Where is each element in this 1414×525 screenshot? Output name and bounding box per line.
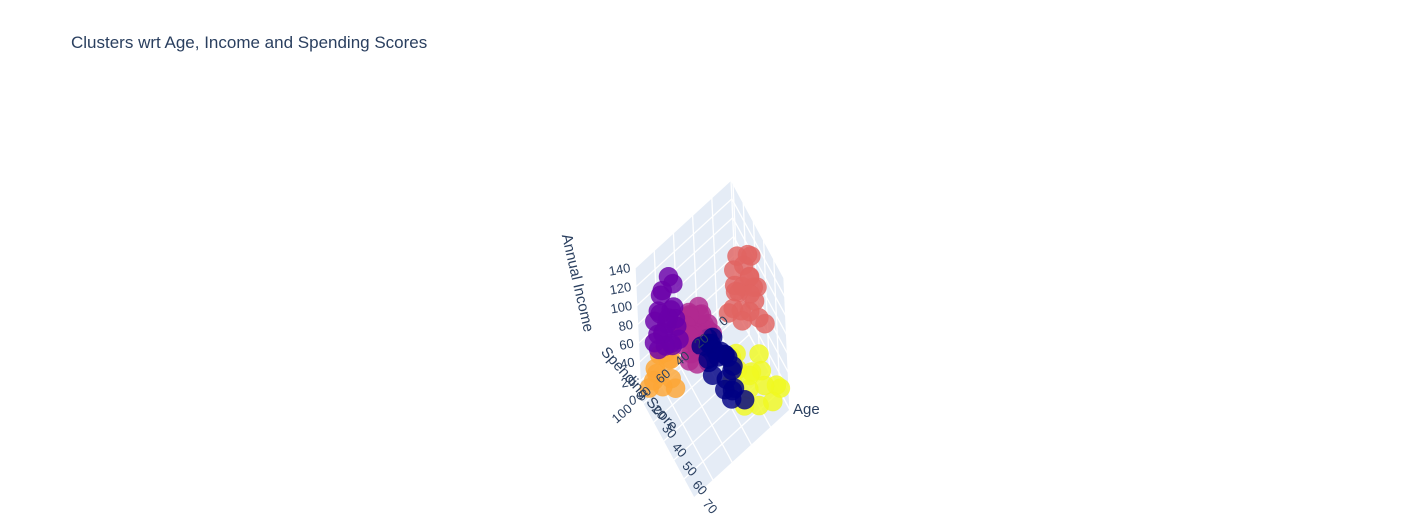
income-tick-label: 120	[608, 279, 632, 298]
gridline-age-wall-50	[762, 240, 771, 373]
income-tick-label: 140	[608, 260, 632, 279]
income-tick-label: 60	[618, 336, 635, 353]
gridline-income-side-120	[635, 198, 733, 288]
chart-title: Clusters wrt Age, Income and Spending Sc…	[71, 33, 428, 52]
gridline-income-side-140	[634, 179, 732, 269]
age-tick-label: 70	[700, 496, 721, 517]
income-tick-label: 100	[609, 298, 633, 317]
marker-cluster-1-11[interactable]	[721, 389, 742, 409]
gridline-score-wall-20	[711, 197, 719, 330]
age-axis-title: Age	[793, 401, 820, 418]
gridline-age-wall-60	[773, 259, 781, 392]
marker-cluster-1-13[interactable]	[702, 365, 723, 385]
marker-cluster-3-3[interactable]	[739, 267, 760, 287]
gridline-income-140	[730, 179, 785, 279]
income-tick-label: 40	[619, 354, 636, 371]
gridline-score-wall-100	[634, 267, 642, 401]
marker-cluster-5-11[interactable]	[749, 344, 769, 364]
gridline-score-floor-100	[640, 399, 695, 499]
gridline-score-floor-80	[659, 382, 714, 481]
income-tick-label: 80	[617, 317, 634, 334]
income-tick-label: 0	[628, 392, 638, 408]
income-tick-label: 20	[620, 373, 637, 390]
gridline-age-floor-70	[693, 409, 791, 499]
marker-cluster-4-9[interactable]	[639, 378, 659, 398]
marker-cluster-3-17[interactable]	[732, 311, 753, 331]
marker-cluster-0-14[interactable]	[644, 332, 665, 353]
annual-income-axis-title: Annual Income	[558, 232, 597, 333]
gridline-income-100	[732, 217, 787, 317]
marker-cluster-0-5[interactable]	[650, 304, 670, 324]
marker-cluster-3-8[interactable]	[725, 281, 746, 302]
gridline-income-120	[731, 198, 786, 298]
scatter-markers	[639, 244, 791, 416]
gridline-score-floor-60	[678, 364, 733, 464]
